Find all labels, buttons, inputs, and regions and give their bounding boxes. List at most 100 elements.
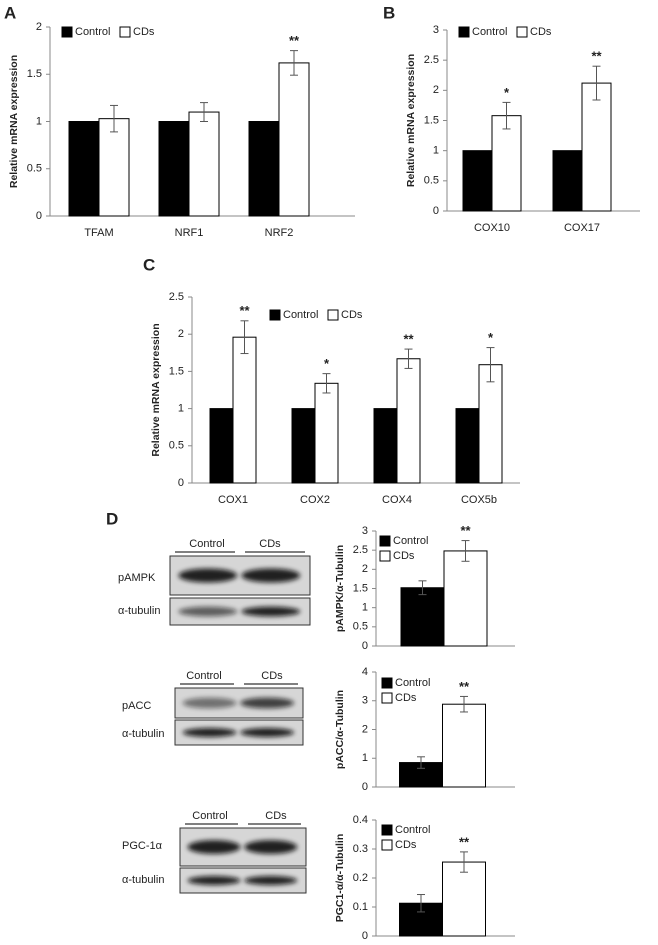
blot-band xyxy=(244,840,298,854)
bar xyxy=(314,382,339,484)
y-tick-label: 2 xyxy=(36,21,42,33)
y-tick-label: 4 xyxy=(362,666,368,678)
y-tick-label: 1.5 xyxy=(169,365,184,377)
legend-swatch xyxy=(379,535,391,547)
blot-header: CDs xyxy=(261,670,283,682)
error-bar xyxy=(460,851,468,873)
y-tick-label: 2 xyxy=(178,328,184,340)
y-tick-label: 0 xyxy=(362,930,368,940)
legend-swatch xyxy=(379,550,391,562)
blot-band xyxy=(182,728,237,737)
x-tick-label: COX1 xyxy=(218,494,248,506)
panel-label: B xyxy=(383,3,395,22)
blot-row-label: α-tubulin xyxy=(118,605,160,617)
panel-label: D xyxy=(106,509,118,528)
error-bar xyxy=(290,50,298,76)
legend-swatch xyxy=(381,677,393,689)
legend-swatch xyxy=(381,692,393,704)
y-tick-label: 1.5 xyxy=(424,114,439,126)
x-tick-label: NRF2 xyxy=(265,227,294,239)
x-tick-label: COX17 xyxy=(564,222,600,234)
blot-header: CDs xyxy=(265,810,287,822)
x-tick-label: COX4 xyxy=(382,494,412,506)
y-axis-label: Relative mRNA expression xyxy=(405,54,417,187)
legend-swatch xyxy=(381,824,393,836)
significance: * xyxy=(504,85,510,100)
y-tick-label: 1.5 xyxy=(353,582,368,594)
bar xyxy=(442,703,486,788)
y-tick-label: 1.5 xyxy=(27,68,42,80)
y-tick-label: 3 xyxy=(362,525,368,537)
bar xyxy=(581,82,612,212)
bar xyxy=(188,111,220,217)
blot-row-label: pAMPK xyxy=(118,572,156,584)
legend-label: Control xyxy=(75,26,110,38)
blot-band xyxy=(241,606,301,617)
y-tick-label: 0.5 xyxy=(169,440,184,452)
y-tick-label: 0 xyxy=(36,210,42,222)
legend-label: CDs xyxy=(395,692,417,704)
legend-label: CDs xyxy=(395,839,417,851)
error-bar xyxy=(418,580,427,596)
significance: * xyxy=(324,356,330,371)
legend-swatch xyxy=(327,309,339,321)
x-tick-label: COX2 xyxy=(300,494,330,506)
significance: * xyxy=(488,330,494,345)
error-bar xyxy=(240,320,249,355)
y-tick-label: 0 xyxy=(433,205,439,217)
bar xyxy=(552,150,583,212)
blot-row-label: α-tubulin xyxy=(122,874,164,886)
blot-band xyxy=(187,876,241,885)
y-tick-label: 1 xyxy=(362,602,368,614)
bar xyxy=(158,121,190,217)
error-bar xyxy=(417,756,425,769)
y-tick-label: 2 xyxy=(362,563,368,575)
error-bar xyxy=(200,102,208,122)
bar xyxy=(491,115,522,212)
bar xyxy=(396,358,421,484)
bar xyxy=(373,408,398,484)
significance: ** xyxy=(289,33,300,48)
bar xyxy=(455,408,480,484)
error-bar xyxy=(417,894,425,913)
bar xyxy=(400,587,445,647)
bar xyxy=(443,550,488,647)
x-tick-label: COX5b xyxy=(461,494,497,506)
y-tick-label: 1 xyxy=(36,115,42,127)
legend-label: CDs xyxy=(393,550,415,562)
y-axis-label: pAMPK/α-Tubulin xyxy=(334,545,346,632)
blot-row-label: α-tubulin xyxy=(122,728,164,740)
y-tick-label: 0.5 xyxy=(27,163,42,175)
legend-label: Control xyxy=(393,535,428,547)
bar xyxy=(462,150,493,212)
bar xyxy=(98,118,130,217)
significance: ** xyxy=(239,303,250,318)
legend-swatch xyxy=(269,309,281,321)
y-tick-label: 0.5 xyxy=(353,621,368,633)
y-tick-label: 1 xyxy=(362,752,368,764)
significance: ** xyxy=(591,49,602,64)
y-tick-label: 0 xyxy=(178,477,184,489)
y-axis-label: pACC/α-Tubulin xyxy=(334,690,346,769)
significance: ** xyxy=(459,679,470,694)
y-tick-label: 2.5 xyxy=(169,291,184,303)
legend-label: CDs xyxy=(133,26,155,38)
blot-header: CDs xyxy=(259,538,281,550)
bar xyxy=(209,408,234,484)
error-bar xyxy=(322,373,331,394)
y-tick-label: 0.1 xyxy=(353,901,368,913)
error-bar xyxy=(404,348,413,369)
y-tick-label: 1 xyxy=(178,403,184,415)
blot-header: Control xyxy=(186,670,221,682)
y-tick-label: 2 xyxy=(362,723,368,735)
blot-band xyxy=(178,568,238,583)
blot-row-label: PGC-1α xyxy=(122,840,163,852)
y-tick-label: 3 xyxy=(362,695,368,707)
y-tick-label: 0.2 xyxy=(353,872,368,884)
legend-label: CDs xyxy=(530,26,552,38)
error-bar xyxy=(460,695,468,713)
y-tick-label: 0 xyxy=(362,781,368,793)
y-tick-label: 2 xyxy=(433,84,439,96)
bar xyxy=(278,62,310,217)
legend-label: Control xyxy=(283,309,318,321)
